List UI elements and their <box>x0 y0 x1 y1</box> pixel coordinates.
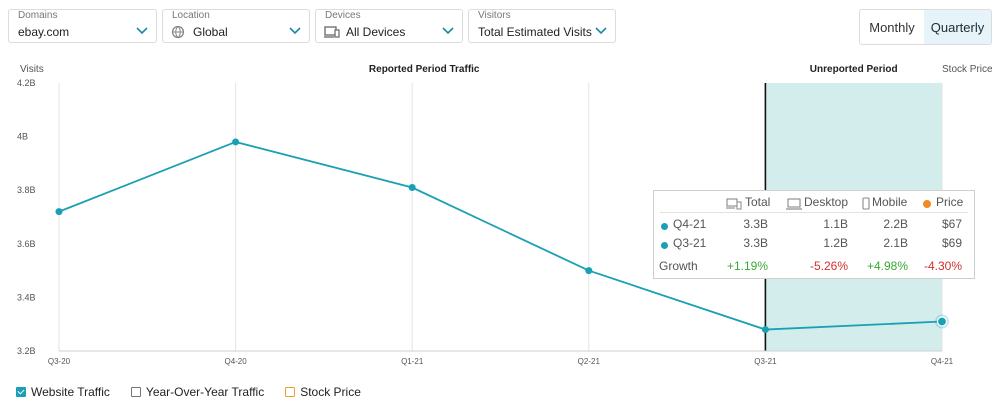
tooltip-total-value: 3.3B <box>743 217 768 231</box>
tooltip-mobile-value: 2.1B <box>883 236 908 250</box>
tooltip-growth-total: +1.19% <box>726 259 768 273</box>
tooltip-growth-label: Growth <box>659 259 698 273</box>
location-filter[interactable]: Location Global <box>162 9 310 43</box>
unreported-period-label: Unreported Period <box>810 64 898 75</box>
legend-stock-price[interactable]: Stock Price <box>285 385 361 399</box>
y-axis-label: Visits <box>20 64 44 75</box>
x-tick-label: Q3-21 <box>754 357 777 366</box>
desktop-icon <box>786 198 802 210</box>
data-tooltip: Total Desktop Mobile Price Q4-21 3.3B 1.… <box>653 190 975 279</box>
legend-label: Year-Over-Year Traffic <box>145 385 265 399</box>
chart-legend: Website Traffic Year-Over-Year Traffic S… <box>16 385 382 399</box>
data-point <box>761 326 769 334</box>
y-tick-label: 4B <box>17 132 28 142</box>
x-tick-label: Q1-21 <box>401 357 424 366</box>
tooltip-desktop-value: 1.1B <box>823 217 848 231</box>
chevron-down-icon <box>595 27 607 35</box>
data-point <box>232 138 240 146</box>
y-tick-label: 3.6B <box>17 239 36 249</box>
data-point <box>585 267 593 275</box>
chevron-down-icon <box>289 27 301 35</box>
location-label: Location <box>172 10 210 21</box>
devices-icon <box>726 198 742 210</box>
y-tick-label: 4.2B <box>17 78 36 88</box>
devices-icon <box>324 26 340 38</box>
globe-icon <box>171 25 185 39</box>
y-tick-label: 3.4B <box>17 292 36 302</box>
mobile-icon <box>862 197 870 210</box>
location-value: Global <box>193 25 228 39</box>
domains-value: ebay.com <box>18 25 70 39</box>
domains-label: Domains <box>18 10 58 21</box>
monthly-button[interactable]: Monthly <box>869 19 915 35</box>
reported-period-label: Reported Period Traffic <box>369 64 480 75</box>
quarterly-button[interactable]: Quarterly <box>924 10 991 44</box>
legend-label: Stock Price <box>300 385 361 399</box>
tooltip-row-label: Q4-21 <box>673 217 707 231</box>
tooltip-price-value: $67 <box>941 217 962 231</box>
checkbox-icon[interactable] <box>285 387 296 397</box>
visitors-value: Total Estimated Visits <box>478 25 592 39</box>
tooltip-desktop-header: Desktop <box>804 195 849 209</box>
legend-website-traffic[interactable]: Website Traffic <box>16 385 110 399</box>
tooltip-mobile-header: Mobile <box>872 195 908 209</box>
chevron-down-icon <box>442 27 454 35</box>
series-dot-icon <box>661 223 668 230</box>
tooltip-row-label: Q3-21 <box>673 236 707 250</box>
domains-filter[interactable]: Domains ebay.com <box>8 9 157 43</box>
devices-label: Devices <box>325 10 361 21</box>
tooltip-total-value: 3.3B <box>743 236 768 250</box>
y-tick-label: 3.8B <box>17 185 36 195</box>
x-tick-label: Q2-21 <box>578 357 601 366</box>
tooltip-growth-price: -4.30% <box>923 259 962 273</box>
tooltip-divider <box>660 212 968 213</box>
checkbox-checked-icon[interactable] <box>16 387 26 397</box>
devices-value: All Devices <box>346 25 406 39</box>
tooltip-growth-mobile: +4.98% <box>866 259 908 273</box>
chevron-down-icon <box>136 27 148 35</box>
data-point <box>936 316 948 327</box>
price-dot-icon <box>923 200 931 208</box>
checkbox-icon[interactable] <box>130 387 141 397</box>
tooltip-growth-row: Growth +1.19% -5.26% +4.98% -4.30% <box>654 259 974 279</box>
granularity-toggle: Monthly Quarterly <box>859 9 992 45</box>
tooltip-growth-desktop: -5.26% <box>809 259 848 273</box>
y-tick-label: 3.2B <box>17 346 36 356</box>
x-tick-label: Q4-21 <box>931 357 954 366</box>
tooltip-row: Q3-21 3.3B 1.2B 2.1B $69 <box>654 236 974 256</box>
legend-yoy-traffic[interactable]: Year-Over-Year Traffic <box>130 385 265 399</box>
y2-axis-label: Stock Price <box>942 64 993 75</box>
series-line-website-traffic <box>58 141 943 331</box>
visitors-filter[interactable]: Visitors Total Estimated Visits <box>468 9 616 43</box>
series-dot-icon <box>661 242 668 249</box>
x-tick-label: Q4-20 <box>224 357 247 366</box>
x-tick-label: Q3-20 <box>48 357 71 366</box>
tooltip-price-header: Price <box>936 195 964 209</box>
tooltip-row: Q4-21 3.3B 1.1B 2.2B $67 <box>654 217 974 237</box>
data-point <box>55 208 63 216</box>
tooltip-price-value: $69 <box>941 236 962 250</box>
visitors-label: Visitors <box>478 10 511 21</box>
devices-filter[interactable]: Devices All Devices <box>315 9 463 43</box>
legend-label: Website Traffic <box>31 385 110 399</box>
tooltip-total-header: Total <box>745 195 771 209</box>
data-point <box>408 184 416 192</box>
tooltip-desktop-value: 1.2B <box>823 236 848 250</box>
tooltip-header: Total Desktop Mobile Price <box>654 195 974 215</box>
tooltip-mobile-value: 2.2B <box>883 217 908 231</box>
